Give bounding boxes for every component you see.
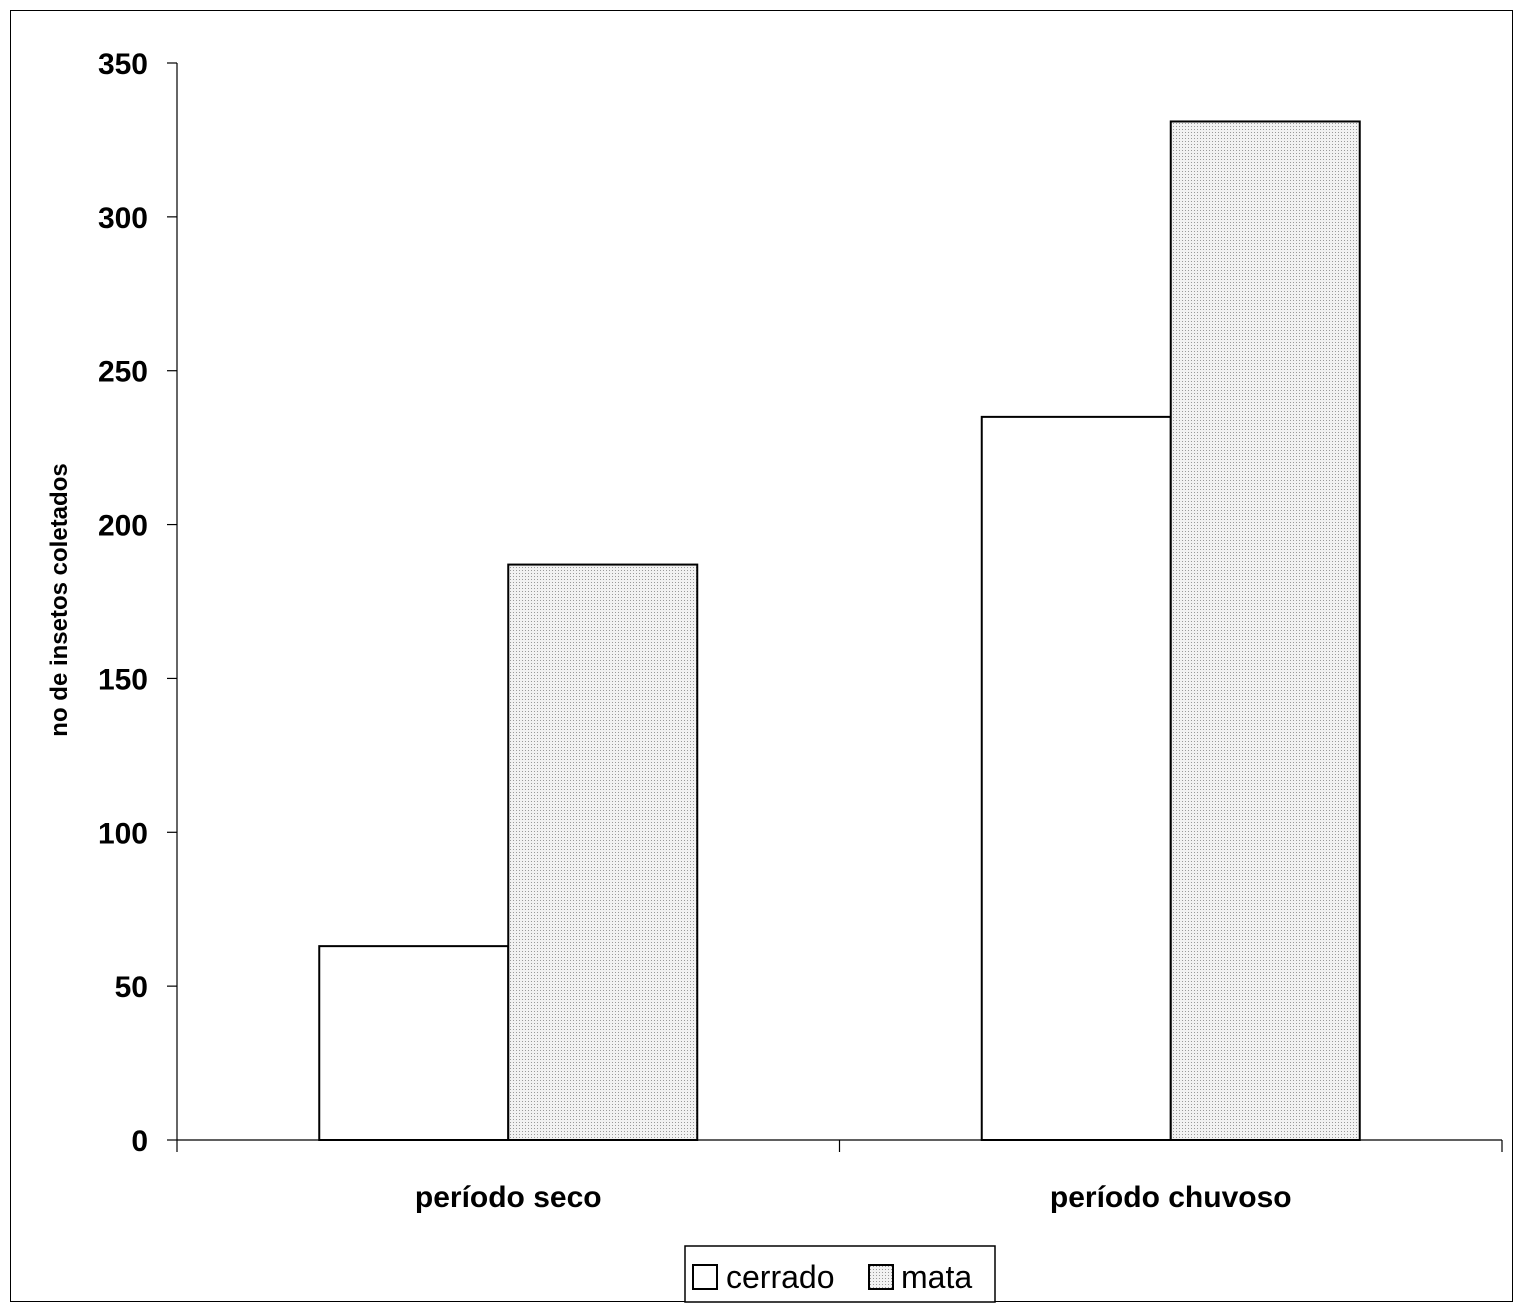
legend-label-mata: mata [901, 1259, 972, 1295]
y-tick-label: 150 [98, 663, 148, 696]
bar-mata-1 [1169, 120, 1361, 1142]
y-tick-label: 100 [98, 817, 148, 850]
bar-mata-0 [507, 563, 699, 1141]
bar-cerrado-1 [980, 415, 1172, 1142]
y-tick-label: 350 [98, 48, 148, 81]
y-tick-label: 300 [98, 202, 148, 235]
y-tick-label: 0 [131, 1125, 148, 1158]
y-axis-title: no de insetos coletados [46, 463, 73, 736]
x-tick-label: período seco [415, 1181, 602, 1214]
y-tick-label: 200 [98, 510, 148, 543]
legend: cerrado mata [684, 1245, 996, 1303]
y-tick-label: 250 [98, 356, 148, 389]
legend-swatch-mata [868, 1264, 894, 1290]
legend-label-cerrado: cerrado [726, 1259, 835, 1295]
bar-cerrado-0 [318, 945, 510, 1142]
y-tick-label: 50 [115, 971, 148, 1004]
legend-box [684, 1245, 996, 1303]
x-tick-label: período chuvoso [1050, 1181, 1292, 1214]
legend-swatch-cerrado [692, 1264, 718, 1290]
